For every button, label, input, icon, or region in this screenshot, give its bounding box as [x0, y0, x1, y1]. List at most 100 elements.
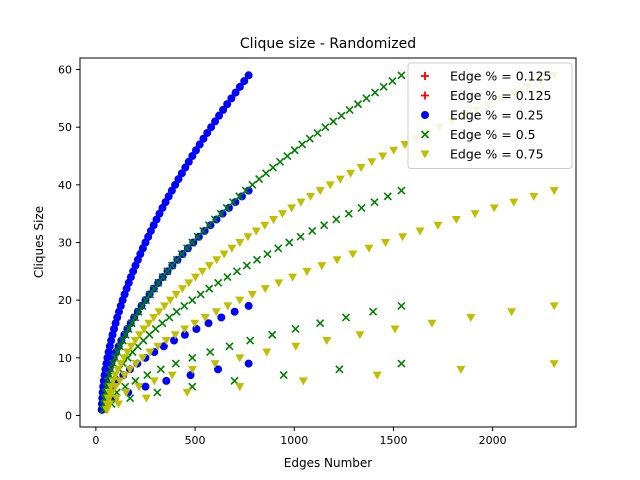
data-point [263, 249, 272, 259]
data-point [325, 181, 335, 190]
data-point [298, 377, 308, 386]
data-point [313, 128, 322, 138]
data-point [388, 76, 397, 86]
x-tick-label: 500 [185, 434, 206, 447]
data-point [269, 215, 279, 224]
data-point [121, 330, 130, 339]
data-point [218, 209, 227, 218]
data-point [381, 239, 391, 247]
data-point [216, 209, 225, 218]
data-point [296, 232, 305, 241]
data-point [205, 284, 214, 293]
data-point [177, 169, 186, 178]
data-point [223, 100, 232, 109]
data-point [214, 365, 223, 374]
data-point [298, 140, 307, 149]
legend-box [407, 62, 573, 169]
data-point [244, 301, 253, 310]
data-point [115, 377, 125, 386]
data-point [335, 365, 344, 374]
data-point [242, 261, 251, 270]
data-point [317, 262, 327, 271]
x-axis-label: Edges Number [284, 456, 373, 470]
data-point [397, 301, 406, 310]
data-point [141, 382, 150, 391]
data-point [235, 296, 245, 305]
data-point [348, 250, 358, 259]
data-point [200, 313, 210, 322]
data-point [489, 204, 499, 213]
data-point [244, 71, 253, 80]
data-point [177, 285, 187, 294]
data-point [224, 203, 233, 212]
data-point [235, 239, 245, 247]
data-point [466, 313, 476, 322]
data-point [111, 394, 121, 403]
data-point [126, 342, 136, 351]
data-point [362, 94, 371, 103]
data-point [119, 371, 129, 380]
data-point [415, 227, 425, 236]
data-point [283, 151, 292, 161]
data-point [549, 360, 559, 369]
data-point [378, 152, 388, 161]
data-point [549, 187, 559, 196]
data-point [187, 365, 197, 374]
data-point [315, 187, 325, 196]
data-point [203, 128, 212, 137]
data-point [291, 342, 301, 351]
data-point [276, 157, 285, 166]
data-point [143, 371, 152, 380]
data-point [332, 215, 341, 224]
data-point [240, 77, 249, 86]
legend-marker [420, 130, 430, 139]
data-point [161, 337, 171, 346]
data-point [204, 262, 214, 271]
data-point [144, 319, 154, 328]
data-point [260, 285, 270, 294]
data-point [191, 146, 200, 155]
data-point [529, 192, 539, 201]
data-point [372, 371, 382, 380]
data-point [212, 215, 221, 224]
data-point [199, 134, 208, 143]
chart-title: Clique size - Randomized [240, 36, 416, 52]
data-point [335, 175, 345, 184]
data-point [211, 308, 221, 317]
data-point [192, 324, 201, 333]
data-point [181, 163, 190, 172]
data-point [235, 82, 244, 91]
data-point [156, 365, 165, 374]
series-3-curve-59 [99, 71, 406, 414]
legend-entry: Edge % = 0.75 [450, 147, 544, 162]
data-point [279, 371, 288, 380]
data-point [130, 337, 140, 346]
data-point [344, 209, 353, 218]
data-point [106, 383, 116, 392]
data-point [130, 313, 140, 322]
data-point [227, 94, 236, 103]
data-point [244, 359, 253, 368]
data-point [320, 221, 329, 230]
data-point [167, 371, 177, 380]
data-point [549, 302, 559, 311]
data-point [260, 221, 270, 230]
data-point [222, 203, 231, 212]
data-point [145, 330, 154, 339]
data-point [149, 377, 159, 386]
series-3-curve-19 [99, 301, 406, 414]
x-tick-label: 1500 [379, 434, 407, 447]
data-point [145, 290, 155, 299]
data-point [195, 140, 204, 149]
data-point [262, 348, 272, 357]
data-point [268, 163, 278, 172]
data-point [321, 123, 330, 132]
data-point [235, 192, 244, 201]
data-point [165, 296, 175, 305]
data-point [165, 313, 174, 322]
data-point [230, 307, 239, 316]
data-point [124, 324, 133, 334]
data-point [171, 290, 181, 299]
data-point [356, 164, 366, 173]
